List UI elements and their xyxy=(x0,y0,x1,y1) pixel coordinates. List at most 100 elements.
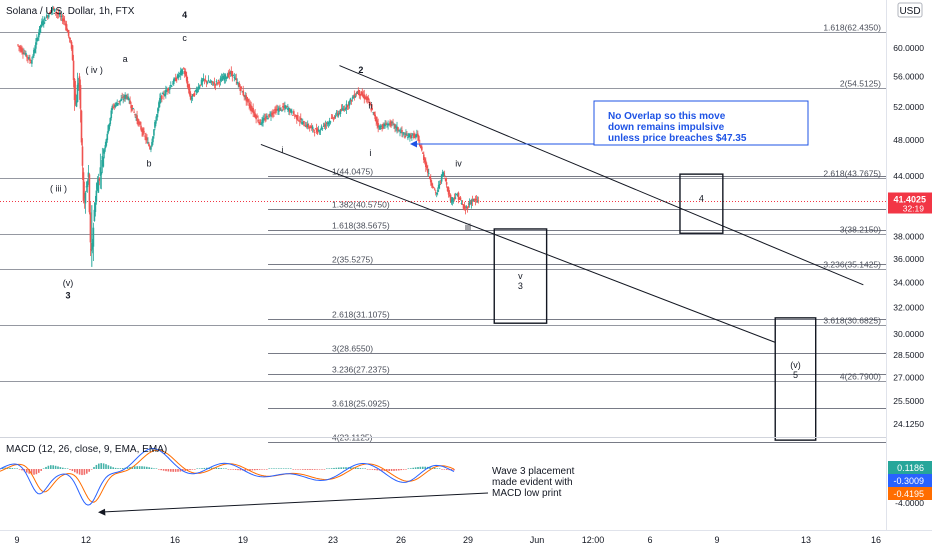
currency-label[interactable]: USD xyxy=(899,6,920,17)
candle xyxy=(28,54,30,61)
wave-label[interactable]: ii xyxy=(368,101,372,111)
candle xyxy=(173,77,176,82)
macd-histogram-bar xyxy=(254,469,256,471)
candle xyxy=(198,84,201,90)
target-box[interactable]: 4 xyxy=(679,173,724,234)
target-box[interactable]: v3 xyxy=(493,228,548,324)
wave-label[interactable]: 4 xyxy=(182,10,187,20)
candle xyxy=(105,138,108,148)
channel-line[interactable] xyxy=(339,65,864,286)
candle xyxy=(170,85,173,88)
target-box-label: 3 xyxy=(518,281,523,291)
candle xyxy=(249,100,251,112)
price-tick-label: 32.0000 xyxy=(893,302,924,312)
candle xyxy=(158,100,160,112)
candle xyxy=(433,187,436,191)
wave-label[interactable]: (v) xyxy=(63,278,74,288)
time-axis[interactable]: 9 12 16 19 23 26 29 Jun 12:00 6 9 13 16 xyxy=(0,530,932,546)
macd-histogram-bar xyxy=(86,469,88,474)
wave-label[interactable]: ( iii ) xyxy=(50,183,67,193)
macd-histogram-bar xyxy=(165,469,167,472)
wave-label[interactable]: b xyxy=(146,159,151,169)
macd-histogram-bar xyxy=(386,469,388,471)
macd-histogram-bar xyxy=(354,467,357,469)
macd-histogram-bar xyxy=(359,468,362,469)
impulse-note-arrowhead xyxy=(410,140,417,148)
macd-histogram-bar xyxy=(302,469,304,470)
candle xyxy=(444,177,447,182)
wave-label[interactable]: 3 xyxy=(65,290,70,300)
candle xyxy=(83,181,86,209)
price-axis[interactable]: 60.0000 56.0000 52.0000 48.0000 44.0000 38.00… xyxy=(887,0,932,530)
macd-histogram-bar xyxy=(321,469,323,470)
candle xyxy=(113,103,116,111)
wave-label[interactable]: iv xyxy=(455,159,462,169)
macd-histogram-bar xyxy=(407,468,410,469)
candle xyxy=(91,238,94,254)
macd-histogram-bar xyxy=(453,469,455,471)
macd-histogram-bar xyxy=(45,466,47,469)
macd-low-trendline[interactable] xyxy=(101,492,489,513)
target-box[interactable]: (v)5 xyxy=(774,317,817,441)
candle xyxy=(205,80,208,88)
candle xyxy=(240,86,243,92)
candle xyxy=(243,94,246,101)
symbol-title[interactable]: Solana / U.S. Dollar, 1h, FTX xyxy=(6,6,135,17)
macd-histogram-bar xyxy=(275,468,278,469)
macd-histogram-bar xyxy=(280,468,282,469)
price-axis-background xyxy=(887,0,932,530)
wave-label[interactable]: ( iv ) xyxy=(85,65,103,75)
macd-note-callout[interactable]: Wave 3 placement made evident with MACD … xyxy=(492,466,575,499)
macd-histogram-bar xyxy=(227,469,230,470)
candle xyxy=(295,114,297,118)
candle xyxy=(123,94,125,102)
candle xyxy=(26,54,28,62)
candle xyxy=(101,147,104,174)
candle xyxy=(32,54,34,60)
macd-histogram-bar xyxy=(54,465,57,469)
candle xyxy=(366,96,369,104)
candle xyxy=(110,108,113,121)
macd-histogram-bar xyxy=(244,469,246,471)
candle xyxy=(430,180,433,188)
channel-line[interactable] xyxy=(260,143,776,343)
wave-label[interactable]: i xyxy=(281,145,283,155)
wave-label[interactable]: i xyxy=(369,148,371,158)
macd-histogram-bar xyxy=(232,469,234,470)
candle xyxy=(106,131,109,143)
candle xyxy=(94,195,97,217)
fib-level-label: 3(38.2150) xyxy=(840,225,881,235)
candle xyxy=(233,72,236,82)
candle xyxy=(467,202,470,209)
candle xyxy=(79,79,82,123)
macd-histogram-bar xyxy=(76,469,78,474)
candle xyxy=(475,195,478,203)
wave-label[interactable]: 2 xyxy=(358,65,363,75)
candle xyxy=(216,81,219,86)
macd-histogram-bar xyxy=(50,465,52,469)
macd-histogram-bar xyxy=(388,469,390,472)
candle xyxy=(80,109,83,146)
wave-label[interactable]: c xyxy=(182,33,187,43)
candle xyxy=(124,92,126,102)
candle xyxy=(446,186,449,192)
price-tick-label: 44.0000 xyxy=(893,171,924,181)
candle xyxy=(388,123,390,126)
candle xyxy=(434,189,437,196)
fib-level-label: 3.236(27.2375) xyxy=(332,365,390,375)
candle xyxy=(376,116,378,129)
candle xyxy=(37,36,39,42)
wave-label[interactable]: a xyxy=(123,54,128,64)
macd-histogram-bar xyxy=(177,469,179,472)
last-price-value: 41.4025 xyxy=(893,195,926,205)
candle xyxy=(136,110,138,125)
impulse-note-callout[interactable]: No Overlap so this move down remains imp… xyxy=(410,100,809,148)
wave-label[interactable]: iii xyxy=(465,222,471,232)
candle xyxy=(86,179,89,193)
candle xyxy=(176,73,179,79)
macd-histogram-bar xyxy=(146,466,148,469)
macd-histogram-bar xyxy=(429,467,431,469)
candle xyxy=(53,8,56,13)
candle xyxy=(393,123,395,129)
candle xyxy=(422,151,425,164)
